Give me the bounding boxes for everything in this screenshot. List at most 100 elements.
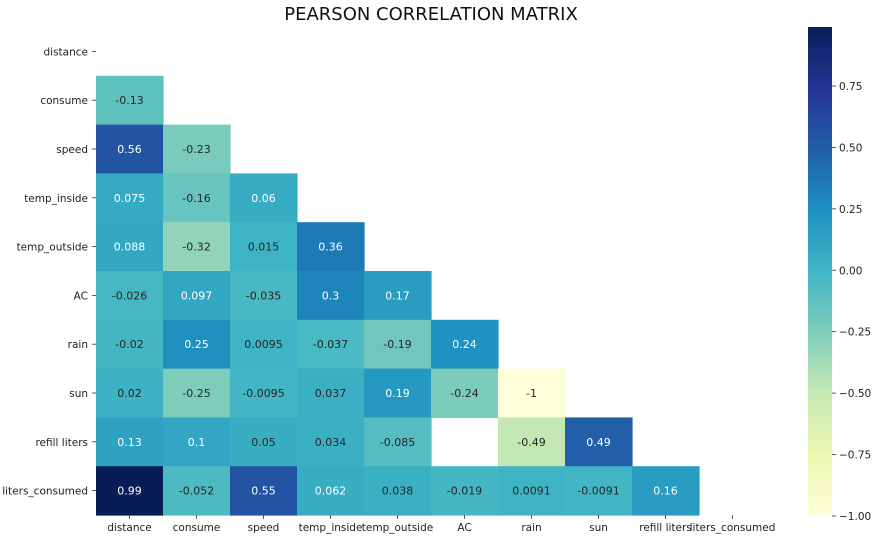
cell-value-label: -1 xyxy=(526,387,537,400)
heatmap-cell xyxy=(297,417,365,467)
heatmap-cell xyxy=(297,222,365,272)
cell-value-label: -0.02 xyxy=(115,338,143,351)
cell-value-label: 0.17 xyxy=(385,289,410,302)
cell-value-label: 0.015 xyxy=(248,241,280,254)
cell-value-label: 0.19 xyxy=(385,387,410,400)
cell-value-label: -0.49 xyxy=(517,436,545,449)
heatmap-cell xyxy=(163,271,231,321)
heatmap-cell xyxy=(297,271,365,321)
y-tick-label: temp_inside xyxy=(24,193,88,205)
heatmap-cell xyxy=(96,319,164,370)
cell-value-label: 0.075 xyxy=(114,192,146,205)
cell-value-label: 0.038 xyxy=(382,485,414,498)
cell-value-label: 0.3 xyxy=(322,289,340,302)
cell-value-label: -0.037 xyxy=(313,338,348,351)
cell-value-label: 0.1 xyxy=(188,436,206,449)
heatmap-cell xyxy=(163,124,231,174)
heatmap-cell xyxy=(230,173,298,223)
heatmap-cell xyxy=(230,271,298,321)
heatmap-cell xyxy=(431,466,499,516)
cell-value-label: -0.085 xyxy=(380,436,415,449)
cell-value-label: -0.052 xyxy=(179,485,214,498)
heatmap-cell xyxy=(230,417,298,467)
heatmap-cell xyxy=(96,417,164,467)
cell-value-label: 0.062 xyxy=(315,485,347,498)
heatmap-cell xyxy=(565,466,633,516)
y-tick-label: temp_outside xyxy=(17,242,88,254)
heatmap-cell xyxy=(96,75,164,126)
heatmap-cell xyxy=(431,368,499,418)
heatmap-cell xyxy=(96,368,164,418)
cell-value-label: 0.0095 xyxy=(244,338,283,351)
y-tick-label: AC xyxy=(74,290,88,302)
y-tick-label: liters_consumed xyxy=(2,486,88,498)
cell-value-label: -0.0091 xyxy=(577,485,619,498)
y-tick-label: speed xyxy=(56,144,88,156)
cell-value-label: 0.55 xyxy=(251,485,276,498)
heatmap-cell xyxy=(364,417,432,467)
x-tick-label: temp_outside xyxy=(362,522,433,534)
heatmap-cell xyxy=(364,271,432,321)
heatmap-cell xyxy=(297,368,365,418)
heatmap-cell xyxy=(230,319,298,370)
cell-value-label: 0.0091 xyxy=(512,485,551,498)
y-tick-label: sun xyxy=(69,388,88,400)
cell-value-label: 0.99 xyxy=(117,485,142,498)
cell-value-label: -0.32 xyxy=(182,241,210,254)
heatmap-cell xyxy=(498,417,566,467)
cell-value-label: 0.097 xyxy=(181,289,213,302)
heatmap-cell xyxy=(163,466,231,516)
cell-value-label: -0.16 xyxy=(182,192,210,205)
chart-title: PEARSON CORRELATION MATRIX xyxy=(284,4,578,25)
x-tick-label: refill liters xyxy=(639,522,692,534)
cell-value-label: -0.13 xyxy=(115,94,143,107)
cell-value-label: 0.24 xyxy=(452,338,477,351)
heatmap-cell xyxy=(230,368,298,418)
heatmap-cells: -0.13 0.56 -0.23 0.075 -0.16 0.06 0.088 -0.32 0.… xyxy=(96,75,700,516)
cell-value-label: -0.23 xyxy=(182,143,210,156)
heatmap-cell xyxy=(632,466,700,516)
cell-value-label: 0.36 xyxy=(318,241,343,254)
y-tick-label: refill liters xyxy=(35,437,88,449)
heatmap-cell xyxy=(498,466,566,516)
cell-value-label: -0.026 xyxy=(112,289,147,302)
heatmap-cell xyxy=(96,124,164,174)
cell-value-label: 0.034 xyxy=(315,436,347,449)
x-tick-label: rain xyxy=(521,522,541,534)
colorbar-tick-label: −0.50 xyxy=(839,388,871,400)
x-tick-label: liters_consumed xyxy=(690,522,776,534)
x-tick-label: consume xyxy=(173,522,221,534)
cell-value-label: -0.24 xyxy=(450,387,478,400)
heatmap-cell xyxy=(96,271,164,321)
cell-value-label: -0.0095 xyxy=(242,387,284,400)
colorbar-tick-label: −0.75 xyxy=(839,450,871,462)
heatmap-cell xyxy=(230,222,298,272)
heatmap-cell xyxy=(163,417,231,467)
colorbar-gradient xyxy=(808,27,832,516)
colorbar-tick-label: 0.50 xyxy=(839,142,862,154)
heatmap-cell xyxy=(565,417,633,467)
cell-value-label: -0.035 xyxy=(246,289,281,302)
heatmap-cell xyxy=(431,319,499,370)
y-axis: distance consume speed temp_inside temp_outs… xyxy=(2,46,96,498)
heatmap-cell xyxy=(297,466,365,516)
x-tick-label: AC xyxy=(457,522,471,534)
heatmap-cell xyxy=(230,466,298,516)
x-tick-label: distance xyxy=(107,522,152,534)
heatmap-cell xyxy=(364,368,432,418)
y-tick-label: rain xyxy=(68,339,88,351)
cell-value-label: -0.019 xyxy=(447,485,482,498)
heatmap-cell xyxy=(364,319,432,370)
colorbar-tick-label: −1.00 xyxy=(839,511,871,523)
x-axis: distance consume speed temp_inside temp_outs… xyxy=(107,515,775,534)
heatmap-cell xyxy=(96,222,164,272)
x-tick-label: speed xyxy=(248,522,280,534)
y-tick-label: consume xyxy=(40,95,88,107)
cell-value-label: 0.037 xyxy=(315,387,347,400)
heatmap-cell xyxy=(96,466,164,516)
cell-value-label: -0.25 xyxy=(182,387,210,400)
heatmap-cell xyxy=(498,368,566,418)
cell-value-label: 0.06 xyxy=(251,192,276,205)
cell-value-label: 0.16 xyxy=(653,485,678,498)
